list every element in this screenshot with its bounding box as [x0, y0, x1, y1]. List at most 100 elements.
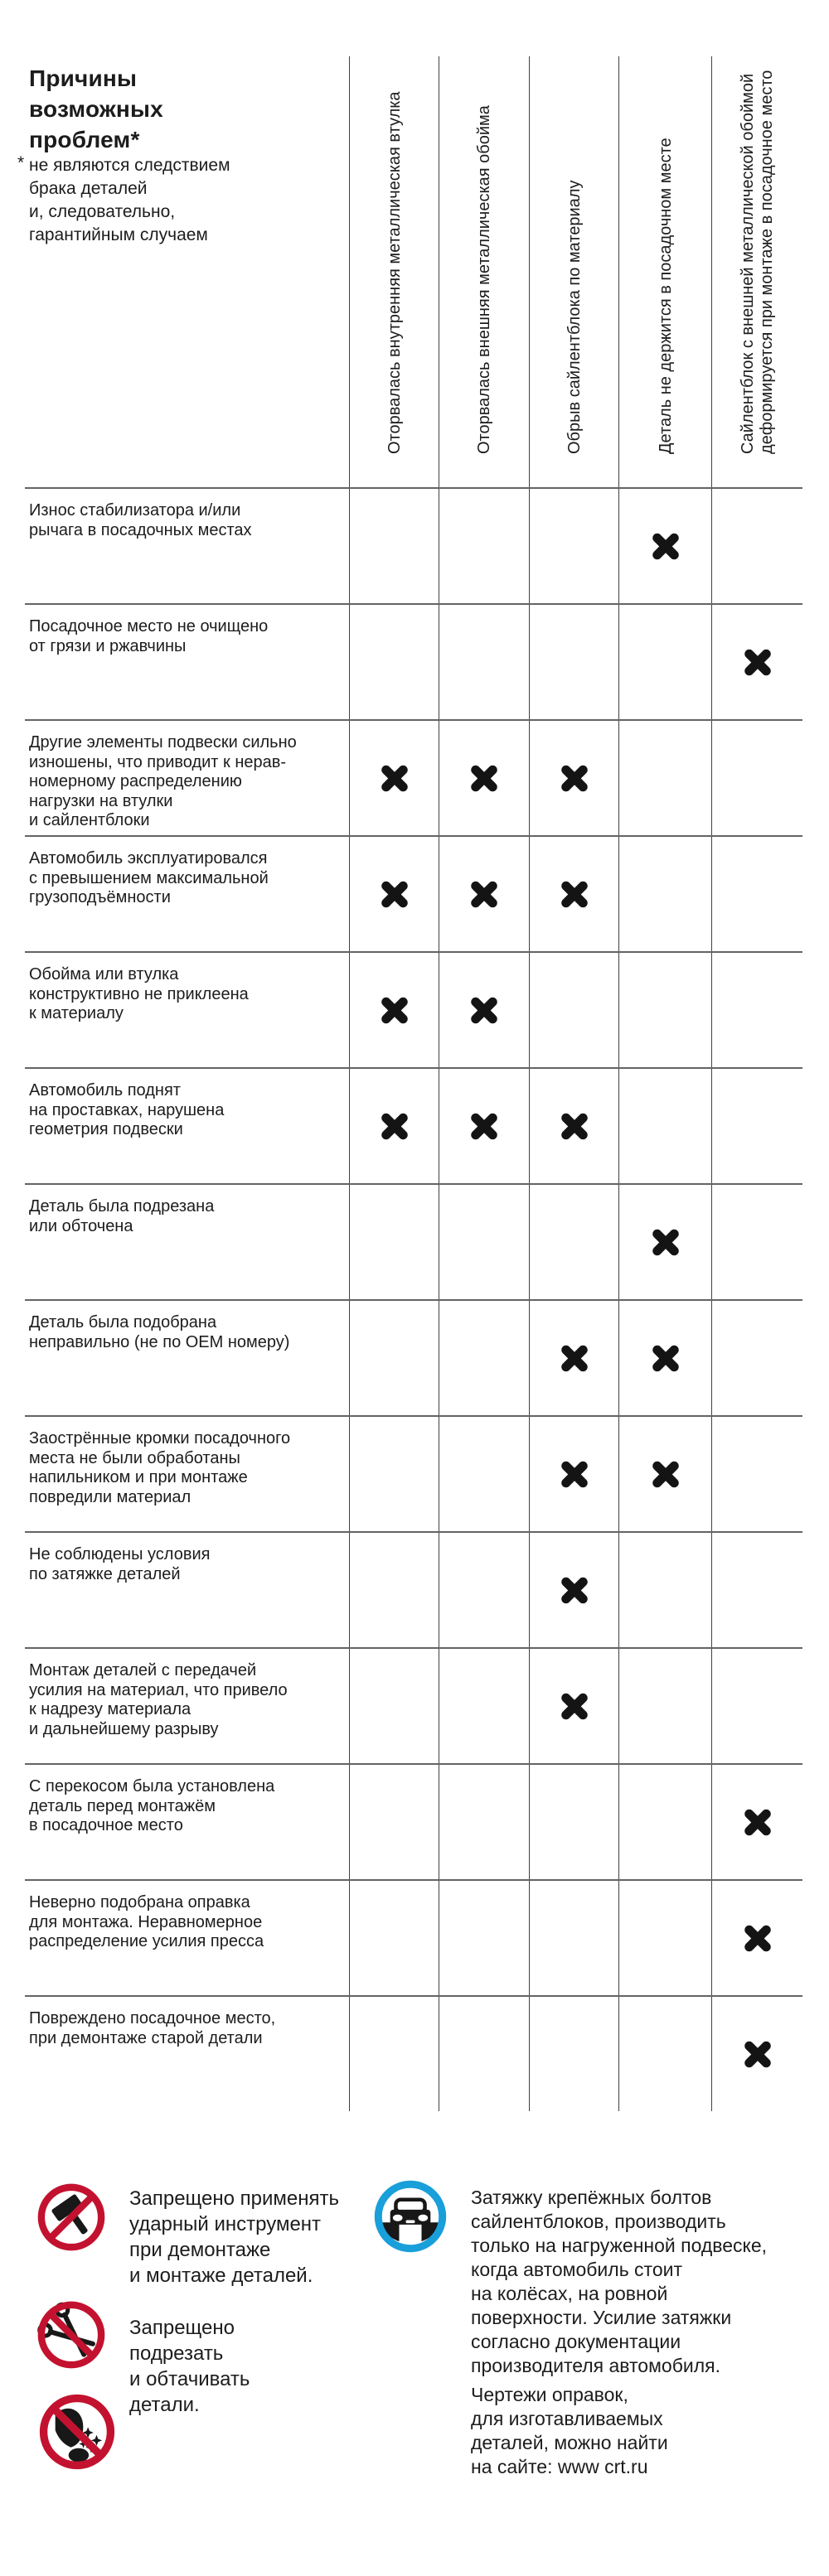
- matrix-cell: [529, 605, 618, 719]
- matrix-cell: [349, 721, 439, 835]
- row-label: Автомобиль эксплуатировался с превышение…: [29, 849, 269, 906]
- matrix-cell: [529, 1069, 618, 1183]
- x-mark: [743, 2039, 773, 2069]
- x-mark: [560, 1111, 589, 1141]
- column-header-3-label: Обрыв сайлентблока по материалу: [565, 180, 584, 454]
- column-header-5: Сайлентблок с внешней металлической обой…: [711, 56, 802, 487]
- matrix-cell: [439, 1301, 529, 1415]
- matrix-cell: [711, 1997, 802, 2111]
- matrix-cell: [711, 1069, 802, 1183]
- matrix-cell: [349, 953, 439, 1067]
- x-mark: [560, 1691, 589, 1721]
- table-row: Износ стабилизатора и/или рычага в посад…: [25, 487, 802, 603]
- table-row: Монтаж деталей с передачей усилия на мат…: [25, 1647, 802, 1763]
- row-label: Деталь была подобрана неправильно (не по…: [29, 1313, 290, 1351]
- footnote-text: не являются следствием брака деталей и, …: [29, 156, 230, 244]
- matrix-cell: [618, 605, 711, 719]
- row-label: Деталь была подрезана или обточена: [29, 1197, 215, 1235]
- no-scissors-icon: [36, 2300, 106, 2374]
- x-mark: [469, 763, 499, 793]
- matrix-cell: [349, 1533, 439, 1647]
- x-mark: [560, 1575, 589, 1605]
- matrix-cell: [618, 1881, 711, 1995]
- matrix-cell: [529, 1417, 618, 1531]
- matrix-cell: [711, 489, 802, 603]
- matrix-cell: [618, 1301, 711, 1415]
- matrix-cell: [349, 1301, 439, 1415]
- table-row: С перекосом была установлена деталь пере…: [25, 1763, 802, 1879]
- table-row: Деталь была подрезана или обточена: [25, 1183, 802, 1299]
- matrix-cell: [711, 1533, 802, 1647]
- table-row: Деталь была подобрана неправильно (не по…: [25, 1299, 802, 1415]
- matrix-cell: [618, 489, 711, 603]
- row-label: Неверно подобрана оправка для монтажа. Н…: [29, 1893, 264, 1950]
- matrix-cell: [349, 489, 439, 603]
- column-header-3: Обрыв сайлентблока по материалу: [529, 56, 618, 487]
- no-hammer-text: Запрещено применять ударный инструмент п…: [129, 2187, 339, 2287]
- x-mark: [469, 1111, 499, 1141]
- no-grinding-icon: [38, 2393, 116, 2475]
- matrix-cell: [439, 1765, 529, 1879]
- matrix-cell: [618, 1997, 711, 2111]
- column-header-5-label: Сайлентблок с внешней металлической обой…: [739, 70, 776, 454]
- x-mark: [560, 763, 589, 793]
- matrix-cell: [529, 1301, 618, 1415]
- x-mark: [743, 1807, 773, 1837]
- matrix-cell: [711, 1417, 802, 1531]
- matrix-cell: [529, 1185, 618, 1299]
- x-mark: [380, 1111, 410, 1141]
- row-label: Не соблюдены условия по затяжке деталей: [29, 1545, 211, 1583]
- matrix-cell: [711, 1881, 802, 1995]
- x-mark: [743, 1923, 773, 1953]
- row-label: Повреждено посадочное место, при демонта…: [29, 2009, 276, 2047]
- no-cutting-text: Запрещено подрезать и обтачивать детали.: [129, 2317, 250, 2416]
- drawings-note: Чертежи оправок, для изготавливаемых дет…: [471, 2384, 668, 2477]
- matrix-cell: [349, 1881, 439, 1995]
- x-mark: [560, 1459, 589, 1489]
- row-label: Другие элементы подвески сильно изношены…: [29, 733, 297, 829]
- table-row: Заострённые кромки посадочного места не …: [25, 1415, 802, 1531]
- matrix-cell: [439, 953, 529, 1067]
- matrix-cell: [618, 721, 711, 835]
- x-mark: [560, 1343, 589, 1373]
- column-header-4: Деталь не держится в посадочном месте: [618, 56, 711, 487]
- matrix-cell: [439, 1069, 529, 1183]
- column-header-1-label: Оторвалась внутренняя металлическая втул…: [385, 91, 404, 454]
- matrix-cell: [529, 1649, 618, 1763]
- matrix-cell: [349, 1997, 439, 2111]
- matrix-cell: [529, 1997, 618, 2111]
- matrix-cell: [711, 605, 802, 719]
- matrix-cell: [711, 1765, 802, 1879]
- matrix-cell: [439, 1185, 529, 1299]
- footnote: * не являются следствием брака деталей и…: [17, 153, 230, 247]
- matrix-cell: [711, 721, 802, 835]
- table-row: Повреждено посадочное место, при демонта…: [25, 1995, 802, 2111]
- row-label: Обойма или втулка конструктивно не прикл…: [29, 965, 249, 1022]
- matrix-cell: [349, 1185, 439, 1299]
- column-header-band: Оторвалась внутренняя металлическая втул…: [25, 56, 802, 487]
- problem-cause-matrix: Оторвалась внутренняя металлическая втул…: [25, 56, 802, 2111]
- x-mark: [560, 879, 589, 909]
- matrix-cell: [618, 1533, 711, 1647]
- x-mark: [380, 763, 410, 793]
- matrix-cell: [618, 1765, 711, 1879]
- x-mark: [469, 995, 499, 1025]
- footnote-asterisk: *: [17, 153, 25, 172]
- matrix-cell: [439, 1649, 529, 1763]
- x-mark: [469, 879, 499, 909]
- matrix-cell: [711, 837, 802, 951]
- matrix-cell: [529, 1765, 618, 1879]
- matrix-cell: [529, 1533, 618, 1647]
- x-mark: [380, 995, 410, 1025]
- matrix-cell: [618, 1649, 711, 1763]
- table-row: Обойма или втулка конструктивно не прикл…: [25, 951, 802, 1067]
- matrix-cell: [529, 1881, 618, 1995]
- column-header-2: Оторвалась внешняя металлическая обойма: [439, 56, 529, 487]
- matrix-cell: [618, 953, 711, 1067]
- matrix-cell: [711, 953, 802, 1067]
- x-mark: [651, 1459, 681, 1489]
- column-header-4-label: Деталь не держится в посадочном месте: [656, 138, 675, 454]
- table-row: Неверно подобрана оправка для монтажа. Н…: [25, 1879, 802, 1995]
- matrix-cell: [349, 837, 439, 951]
- row-label: Заострённые кромки посадочного места не …: [29, 1429, 291, 1506]
